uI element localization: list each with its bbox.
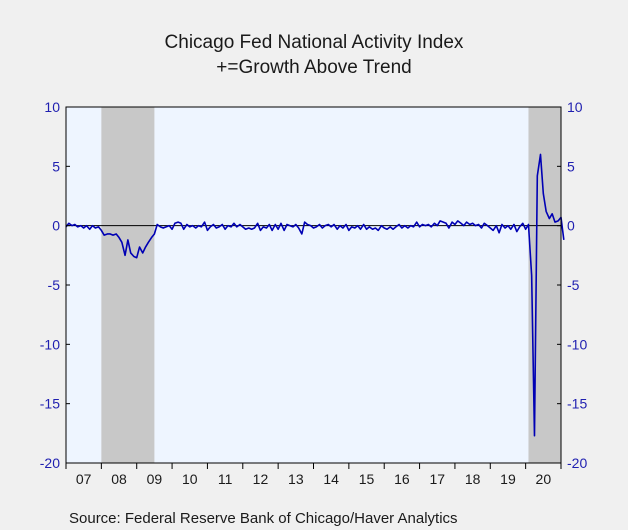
y-tick-label-left: -20 — [40, 455, 60, 471]
y-tick-label-left: 10 — [44, 99, 60, 115]
x-tick-label: 10 — [182, 471, 198, 487]
y-tick-label-right: 0 — [567, 218, 575, 234]
y-tick-label-right: 10 — [567, 99, 583, 115]
y-tick-label-right: -5 — [567, 277, 580, 293]
x-tick-label: 15 — [359, 471, 375, 487]
y-tick-label-left: 5 — [52, 158, 60, 174]
y-tick-label-left: 0 — [52, 218, 60, 234]
y-tick-label-left: -15 — [40, 396, 60, 412]
x-tick-label: 07 — [76, 471, 92, 487]
x-tick-label: 18 — [465, 471, 481, 487]
recession-band-1 — [101, 107, 155, 463]
y-tick-label-right: 5 — [567, 158, 575, 174]
x-tick-label: 14 — [323, 471, 339, 487]
y-tick-label-right: -20 — [567, 455, 587, 471]
y-axis-right: 10 5 0 -5 -10 -15 -20 — [557, 99, 587, 471]
y-tick-label-right: -10 — [567, 336, 587, 352]
x-axis: 07 08 09 10 11 12 13 14 15 16 17 18 19 20 — [65, 463, 562, 487]
recession-bands — [101, 107, 561, 463]
y-axis-left: 10 5 0 -5 -10 -15 -20 — [40, 99, 70, 471]
y-tick-label-left: -10 — [40, 336, 60, 352]
x-tick-label: 12 — [253, 471, 269, 487]
series-layer — [65, 153, 565, 437]
series-line-1 — [65, 153, 565, 437]
y-tick-label-right: -15 — [567, 396, 587, 412]
x-tick-label: 17 — [429, 471, 445, 487]
y-tick-label-left: -5 — [48, 277, 61, 293]
source-note: Source: Federal Reserve Bank of Chicago/… — [69, 510, 458, 527]
x-tick-label: 08 — [111, 471, 127, 487]
x-tick-label: 09 — [147, 471, 163, 487]
x-tick-label: 16 — [394, 471, 410, 487]
x-tick-label: 19 — [500, 471, 516, 487]
x-tick-label: 13 — [288, 471, 304, 487]
chart-subtitle: +=Growth Above Trend — [216, 57, 411, 78]
x-tick-label: 11 — [218, 471, 233, 487]
chart-title: Chicago Fed National Activity Index — [165, 32, 464, 53]
x-tick-label: 20 — [536, 471, 552, 487]
